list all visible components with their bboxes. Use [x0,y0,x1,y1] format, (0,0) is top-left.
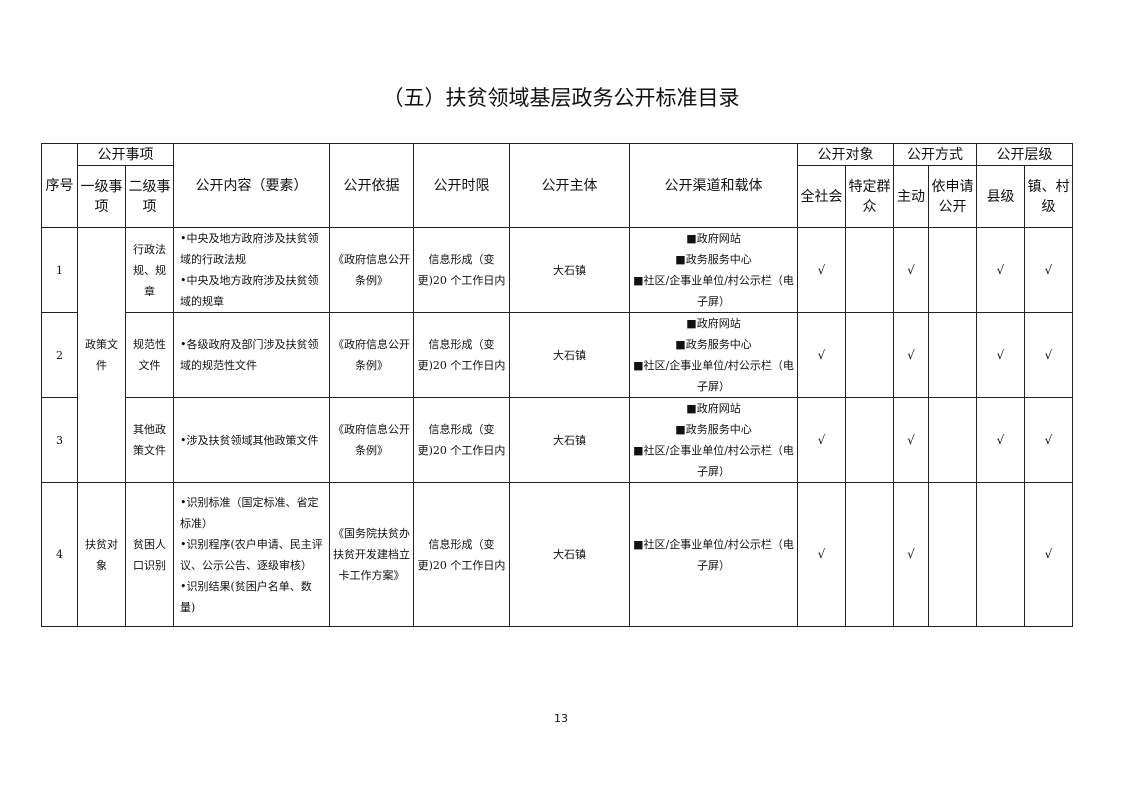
check-town-cell: √ [1024,227,1073,313]
content-cell-line: •各级政府及部门涉及扶贫领域的规范性文件 [180,338,319,372]
table-row: 2 规范性文件 •各级政府及部门涉及扶贫领域的规范性文件 《政府信息公开条例》 信息形成… [41,312,1073,398]
header-level-town: 镇、村级 [1024,165,1073,228]
channels-cell-line: ■政务服务中心 [675,253,752,266]
check-county-cell: √ [976,312,1025,398]
header-method-active: 主动 [893,165,929,228]
header-channels: 公开渠道和载体 [629,143,798,228]
header-seq: 序号 [41,143,78,228]
channels-cell-line: ■社区/企事业单位/村公示栏（电子屏） [633,274,794,308]
subject-cell: 大石镇 [509,482,630,627]
channels-cell-line: ■政府网站 [686,232,741,245]
content-cell: •各级政府及部门涉及扶贫领域的规范性文件 [173,312,330,398]
basis-cell: 《政府信息公开条例》 [329,227,414,313]
table-row: 4 扶贫对象 贫困人口识别 •识别标准（国定标准、省定标准） •识别程序(农户申请、民主… [41,482,1073,627]
header-content: 公开内容（要素） [173,143,330,228]
channels-cell: ■政府网站 ■政务服务中心 ■社区/企事业单位/村公示栏（电子屏） [629,397,798,483]
check-active-cell: √ [893,312,929,398]
channels-cell-line: ■政府网站 [686,317,741,330]
seq-cell: 3 [41,397,78,483]
basis-cell: 《政府信息公开条例》 [329,397,414,483]
header-subject: 公开主体 [509,143,630,228]
subject-cell: 大石镇 [509,312,630,398]
header-items: 公开事项 [77,143,174,166]
seq-cell: 1 [41,227,78,313]
time-limit-cell: 信息形成（变更)20 个工作日内 [413,397,510,483]
content-cell-line: •涉及扶贫领域其他政策文件 [180,433,319,447]
channels-cell: ■社区/企事业单位/村公示栏（电子屏） [629,482,798,627]
page-title: （五）扶贫领域基层政务公开标准目录 [382,86,740,110]
check-all-cell: √ [797,312,846,398]
content-cell-line: •中央及地方政府涉及扶贫领域的规章 [180,274,319,308]
check-town-cell: √ [1024,397,1073,483]
check-request-cell [928,482,977,627]
content-cell: •中央及地方政府涉及扶贫领域的行政法规 •中央及地方政府涉及扶贫领域的规章 [173,227,330,313]
header-time-limit: 公开时限 [413,143,510,228]
subject-cell: 大石镇 [509,397,630,483]
level2-cell: 其他政策文件 [125,397,174,483]
time-limit-cell: 信息形成（变更)20 个工作日内 [413,482,510,627]
header-target-all: 全社会 [797,165,846,228]
level2-cell: 行政法规、规章 [125,227,174,313]
channels-cell-line: ■社区/企事业单位/村公示栏（电子屏） [633,444,794,478]
seq-cell: 4 [41,482,78,627]
basis-cell: 《国务院扶贫办扶贫开发建档立卡工作方案》 [329,482,414,627]
subject-cell: 大石镇 [509,227,630,313]
check-town-cell: √ [1024,312,1073,398]
basis-cell: 《政府信息公开条例》 [329,312,414,398]
time-limit-cell: 信息形成（变更)20 个工作日内 [413,227,510,313]
check-county-cell [976,482,1025,627]
check-active-cell: √ [893,397,929,483]
header-target: 公开对象 [797,143,894,166]
channels-cell-line: ■政务服务中心 [675,423,752,436]
check-specific-cell [845,227,894,313]
content-cell-line: •识别结果(贫困户名单、数量) [180,579,312,614]
channels-cell-line: ■政务服务中心 [675,338,752,351]
content-cell-line: •中央及地方政府涉及扶贫领域的行政法规 [180,232,319,266]
header-level: 公开层级 [976,143,1073,166]
page-number: 13 [554,712,568,725]
disclosure-catalog-table: 序号 公开事项 公开内容（要素） 公开依据 公开时限 公开主体 公开渠道和载体 … [41,143,1073,627]
level1-cell: 政策文件 [77,227,126,483]
channels-cell-line: ■社区/企事业单位/村公示栏（电子屏） [633,537,794,572]
check-all-cell: √ [797,397,846,483]
check-all-cell: √ [797,482,846,627]
time-limit-cell: 信息形成（变更)20 个工作日内 [413,312,510,398]
content-cell-line: •识别程序(农户申请、民主评议、公示公告、逐级审核） [180,537,323,572]
check-county-cell: √ [976,397,1025,483]
channels-cell: ■政府网站 ■政务服务中心 ■社区/企事业单位/村公示栏（电子屏） [629,312,798,398]
check-active-cell: √ [893,227,929,313]
header-method-request: 依申请公开 [928,165,977,228]
content-cell-line: •识别标准（国定标准、省定标准） [180,495,319,530]
header-method: 公开方式 [893,143,977,166]
check-specific-cell [845,312,894,398]
check-request-cell [928,312,977,398]
check-active-cell: √ [893,482,929,627]
seq-cell: 2 [41,312,78,398]
check-county-cell: √ [976,227,1025,313]
header-target-specific: 特定群众 [845,165,894,228]
check-request-cell [928,397,977,483]
level2-cell: 贫困人口识别 [125,482,174,627]
check-specific-cell [845,482,894,627]
check-town-cell: √ [1024,482,1073,627]
table-row: 1 政策文件 行政法规、规章 •中央及地方政府涉及扶贫领域的行政法规 •中央及地方政府涉… [41,227,1073,483]
table-row: 3 其他政策文件 •涉及扶贫领域其他政策文件 《政府信息公开条例》 信息形成（变更)20… [41,397,1073,483]
check-specific-cell [845,397,894,483]
header-level1: 一级事项 [77,165,126,228]
check-request-cell [928,227,977,313]
header-basis: 公开依据 [329,143,414,228]
header-level-county: 县级 [976,165,1025,228]
level2-cell: 规范性文件 [125,312,174,398]
channels-cell: ■政府网站 ■政务服务中心 ■社区/企事业单位/村公示栏（电子屏） [629,227,798,313]
level1-cell: 扶贫对象 [77,482,126,627]
check-all-cell: √ [797,227,846,313]
channels-cell-line: ■政府网站 [686,402,741,415]
channels-cell-line: ■社区/企事业单位/村公示栏（电子屏） [633,359,794,393]
content-cell: •识别标准（国定标准、省定标准） •识别程序(农户申请、民主评议、公示公告、逐级审… [173,482,330,627]
header-level2: 二级事项 [125,165,174,228]
content-cell: •涉及扶贫领域其他政策文件 [173,397,330,483]
